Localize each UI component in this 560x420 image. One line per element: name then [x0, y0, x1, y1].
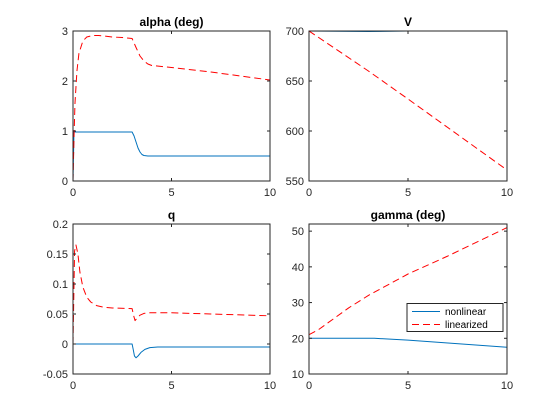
- x-tick-label: 0: [306, 187, 312, 199]
- y-tick-label: 0.2: [53, 219, 68, 231]
- x-tick-label: 0: [306, 380, 312, 392]
- legend: nonlinear linearized: [406, 303, 504, 332]
- y-tick-label: 50: [292, 226, 304, 238]
- axes-box: [72, 223, 271, 375]
- y-tick-label: 0.1: [53, 279, 68, 291]
- axes-box: [72, 30, 271, 182]
- x-tick-label: 5: [405, 187, 411, 199]
- series-line-linearized: [309, 227, 507, 336]
- axes-box: [308, 223, 508, 375]
- legend-box: [406, 303, 504, 332]
- legend-label-linearized: linearized: [445, 320, 488, 331]
- subplot-title: alpha (deg): [139, 15, 203, 29]
- subplot-title: gamma (deg): [371, 208, 446, 222]
- y-tick-label: 10: [292, 369, 304, 381]
- subplot-title: q: [168, 208, 175, 222]
- y-tick-label: 0.05: [47, 309, 68, 321]
- y-tick-label: 2: [62, 76, 68, 88]
- subplot-title: V: [404, 15, 412, 29]
- y-tick-label: -0.05: [43, 369, 68, 381]
- axes-box: [308, 30, 508, 182]
- series-line-nonlinear: [73, 131, 270, 181]
- legend-label-nonlinear: nonlinear: [445, 307, 487, 318]
- y-tick-label: 30: [292, 298, 304, 310]
- y-tick-label: 650: [286, 76, 304, 88]
- x-tick-label: 10: [264, 380, 276, 392]
- y-tick-label: 1: [62, 126, 68, 138]
- x-tick-label: 0: [70, 380, 76, 392]
- series-line-linearized: [73, 244, 270, 345]
- series-line-nonlinear: [73, 343, 270, 359]
- y-tick-label: 3: [62, 26, 68, 38]
- series-line-linearized: [309, 31, 507, 171]
- subplot-1: 0 5 10 0 1 2 3 alpha (deg): [62, 15, 276, 199]
- x-tick-label: 10: [501, 380, 513, 392]
- x-tick-label: 10: [264, 187, 276, 199]
- y-tick-label: 550: [286, 176, 304, 188]
- subplot-2: 0 5 10 550 600 650 700 V: [286, 15, 513, 199]
- x-tick-label: 10: [501, 187, 513, 199]
- y-tick-label: 0: [62, 339, 68, 351]
- x-tick-label: 5: [168, 380, 174, 392]
- y-tick-label: 40: [292, 262, 304, 274]
- series-line-linearized: [73, 35, 270, 181]
- y-tick-label: 700: [286, 26, 304, 38]
- x-tick-label: 0: [70, 187, 76, 199]
- y-tick-label: 20: [292, 333, 304, 345]
- x-tick-label: 5: [405, 380, 411, 392]
- y-tick-label: 0: [62, 176, 68, 188]
- x-tick-label: 5: [168, 187, 174, 199]
- series-line-nonlinear: [309, 337, 507, 348]
- subplot-4: 0 5 10 10 20 30 40 50 gamma (deg) nonlinear linear…: [292, 208, 513, 392]
- y-tick-label: 0.15: [47, 249, 68, 261]
- y-tick-label: 600: [286, 126, 304, 138]
